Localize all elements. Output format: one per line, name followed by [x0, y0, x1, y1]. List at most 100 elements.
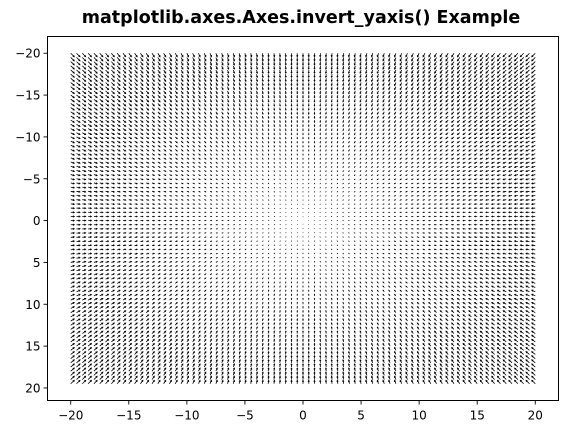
quiver-arrow	[169, 174, 173, 176]
quiver-arrow	[203, 136, 207, 140]
quiver-arrow	[99, 260, 104, 263]
quiver-arrow	[485, 248, 489, 251]
quiver-arrow	[117, 194, 121, 197]
quiver-arrow	[467, 227, 472, 230]
quiver-arrow	[151, 161, 156, 164]
quiver-arrow	[180, 140, 184, 144]
quiver-arrow	[157, 199, 161, 201]
quiver-arrow	[163, 219, 167, 222]
quiver-arrow	[313, 65, 316, 70]
quiver-arrow	[250, 57, 253, 62]
quiver-arrow	[209, 99, 212, 103]
quiver-arrow	[82, 289, 87, 293]
quiver-arrow	[163, 232, 167, 234]
quiver-arrow	[169, 115, 173, 119]
quiver-arrow	[215, 186, 218, 189]
quiver-arrow	[496, 281, 501, 284]
quiver-arrow	[342, 153, 345, 156]
quiver-arrow	[399, 115, 403, 119]
quiver-arrow	[146, 170, 150, 172]
quiver-arrow	[473, 203, 478, 206]
quiver-arrow	[117, 186, 121, 189]
quiver-arrow	[157, 65, 161, 70]
quiver-arrow	[359, 149, 362, 152]
quiver-arrow	[513, 65, 519, 70]
quiver-arrow	[122, 297, 127, 301]
quiver-arrow	[186, 190, 190, 193]
quiver-arrow	[348, 195, 350, 197]
quiver-arrow	[261, 57, 264, 62]
quiver-arrow	[140, 90, 144, 95]
quiver-arrow	[128, 78, 133, 82]
quiver-arrow	[215, 199, 218, 201]
quiver-arrow	[491, 82, 495, 87]
quiver-arrow	[359, 82, 362, 87]
quiver-arrow	[530, 215, 536, 218]
quiver-arrow	[99, 65, 104, 70]
quiver-arrow	[227, 145, 230, 148]
quiver-arrow	[302, 90, 304, 95]
quiver-arrow	[111, 198, 116, 201]
quiver-arrow	[93, 57, 98, 62]
quiver-arrow	[468, 277, 472, 280]
quiver-arrow	[399, 281, 402, 284]
quiver-arrow	[365, 103, 368, 107]
quiver-arrow	[450, 149, 455, 152]
quiver-arrow	[353, 111, 356, 115]
quiver-arrow	[244, 157, 247, 160]
quiver-arrow	[530, 235, 536, 239]
quiver-arrow	[145, 115, 150, 119]
quiver-arrow	[508, 61, 513, 66]
quiver-arrow	[485, 153, 489, 156]
quiver-arrow	[496, 277, 501, 280]
quiver-arrow	[227, 119, 230, 124]
quiver-arrow	[519, 57, 524, 62]
quiver-arrow	[456, 301, 461, 305]
quiver-arrow	[134, 297, 138, 301]
quiver-arrow	[186, 273, 190, 276]
quiver-arrow	[215, 261, 218, 263]
quiver-arrow	[273, 289, 275, 292]
quiver-arrow	[278, 57, 282, 62]
quiver-arrow	[462, 174, 466, 177]
quiver-arrow	[174, 86, 178, 91]
quiver-arrow	[203, 132, 207, 136]
quiver-arrow	[302, 103, 304, 107]
quiver-arrow	[111, 244, 116, 247]
quiver-arrow	[525, 52, 530, 58]
quiver-arrow	[519, 190, 524, 193]
quiver-arrow	[473, 136, 478, 140]
quiver-arrow	[348, 289, 350, 292]
quiver-arrow	[198, 170, 201, 172]
quiver-arrow	[445, 170, 449, 172]
quiver-arrow	[416, 69, 420, 74]
quiver-arrow	[434, 57, 437, 62]
quiver-arrow	[244, 244, 247, 247]
quiver-arrow	[82, 119, 87, 123]
quiver-arrow	[267, 120, 270, 124]
quiver-arrow	[111, 248, 116, 251]
quiver-arrow	[163, 140, 167, 144]
quiver-arrow	[99, 149, 104, 152]
quiver-arrow	[128, 65, 132, 70]
quiver-arrow	[116, 107, 121, 111]
quiver-arrow	[146, 161, 150, 164]
quiver-arrow	[290, 115, 293, 120]
quiver-arrow	[296, 111, 299, 115]
quiver-arrow	[87, 98, 93, 103]
quiver-arrow	[473, 165, 478, 168]
quiver-arrow	[215, 305, 218, 309]
quiver-arrow	[140, 107, 144, 111]
quiver-arrow	[128, 219, 133, 222]
quiver-arrow	[279, 297, 281, 301]
quiver-arrow	[99, 78, 104, 82]
quiver-arrow	[215, 65, 218, 70]
quiver-arrow	[128, 194, 133, 197]
quiver-arrow	[422, 203, 426, 205]
quiver-arrow	[192, 240, 196, 242]
quiver-arrow	[439, 132, 443, 136]
quiver-arrow	[433, 293, 437, 297]
quiver-arrow	[365, 281, 368, 284]
quiver-arrow	[134, 153, 138, 156]
quiver-arrow	[468, 285, 472, 288]
